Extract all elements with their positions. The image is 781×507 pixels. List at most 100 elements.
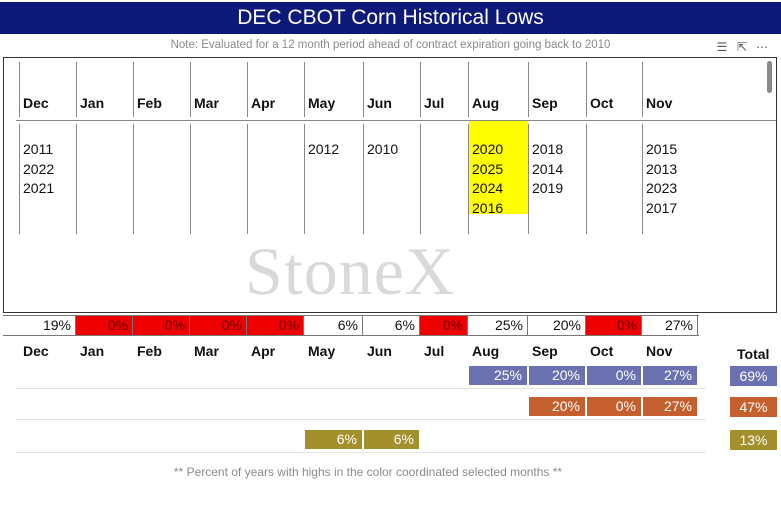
band-value: 27% xyxy=(643,397,697,416)
more-icon[interactable]: ⋯ xyxy=(756,40,768,54)
column-divider xyxy=(586,62,587,117)
band-value: 0% xyxy=(587,366,641,385)
month-header: Jun xyxy=(367,95,392,111)
year-value: 2025 xyxy=(472,160,504,177)
percent-cell: 0% xyxy=(133,316,190,335)
band-value: 0% xyxy=(587,397,641,416)
scrollbar[interactable] xyxy=(767,61,772,93)
filter-icon[interactable]: ☰ xyxy=(716,40,728,54)
year-cell: 2015 2013 2023 2017 xyxy=(643,121,698,216)
column-divider xyxy=(19,62,20,117)
year-value: 2023 xyxy=(646,180,678,196)
year-cell xyxy=(134,121,190,214)
month-header: Oct xyxy=(590,95,614,111)
month-label: Nov xyxy=(646,343,673,359)
year-value: 2019 xyxy=(532,180,564,196)
band-row-line xyxy=(16,388,706,389)
year-cell: 2010 xyxy=(364,121,420,214)
band-value: 6% xyxy=(364,430,419,449)
chart-title: DEC CBOT Corn Historical Lows xyxy=(0,2,781,34)
percent-cell: 27% xyxy=(642,316,698,335)
column-divider xyxy=(363,62,364,117)
year-value: 2016 xyxy=(472,199,504,216)
percent-cell: 0% xyxy=(420,316,468,335)
year-cell: 2011 2022 2021 xyxy=(20,121,76,214)
year-value: 2018 xyxy=(532,141,564,157)
column-divider xyxy=(528,62,529,117)
total-header: Total xyxy=(737,346,770,362)
month-label: Jul xyxy=(424,343,445,359)
column-divider xyxy=(190,124,191,234)
percent-cell: 0% xyxy=(247,316,304,335)
column-divider xyxy=(19,124,20,234)
year-cell: 2020 2025 2024 2016 xyxy=(469,121,528,216)
column-divider xyxy=(363,124,364,234)
column-divider xyxy=(304,62,305,117)
year-value: 2011 xyxy=(23,141,54,157)
month-label: Jun xyxy=(367,343,392,359)
column-divider xyxy=(468,62,469,117)
band-value: 27% xyxy=(643,366,697,385)
footnote: ** Percent of years with highs in the co… xyxy=(173,465,563,479)
year-value: 2010 xyxy=(367,141,399,157)
column-divider xyxy=(133,62,134,117)
year-value: 2022 xyxy=(23,160,55,177)
band-total: 47% xyxy=(730,397,777,417)
percent-row-border xyxy=(3,315,699,336)
year-cell xyxy=(248,121,304,214)
month-header: Nov xyxy=(646,95,673,111)
band-value: 20% xyxy=(529,397,585,416)
year-value: 2024 xyxy=(472,180,504,196)
month-header: Apr xyxy=(251,95,276,111)
year-cell xyxy=(191,121,247,214)
band-total: 13% xyxy=(730,430,777,450)
expand-icon[interactable]: ⇱ xyxy=(736,40,748,54)
percent-cell: 6% xyxy=(363,316,420,335)
band-value: 6% xyxy=(305,430,362,449)
month-header: Jul xyxy=(424,95,445,111)
month-label: Oct xyxy=(590,343,614,359)
month-label: Dec xyxy=(23,343,49,359)
year-value: 2012 xyxy=(308,141,340,157)
column-divider xyxy=(420,62,421,117)
column-divider xyxy=(247,124,248,234)
column-divider xyxy=(247,62,248,117)
stonex-watermark: StoneX xyxy=(245,233,455,309)
column-divider xyxy=(420,124,421,234)
column-divider xyxy=(642,62,643,117)
column-divider xyxy=(586,124,587,234)
band-value: 20% xyxy=(529,366,585,385)
percent-cell: 19% xyxy=(3,316,76,335)
column-divider xyxy=(76,124,77,234)
year-value: 2017 xyxy=(646,199,678,216)
year-value: 2014 xyxy=(532,160,564,177)
year-cell xyxy=(421,121,468,214)
column-divider xyxy=(528,124,529,234)
year-cell: 2018 2014 2019 xyxy=(529,121,586,214)
percent-cell: 0% xyxy=(586,316,642,335)
band-row-line xyxy=(16,452,706,453)
visual-header-icons: ☰ ⇱ ⋯ xyxy=(716,39,778,55)
column-divider xyxy=(133,124,134,234)
month-label: Aug xyxy=(472,343,500,359)
column-divider xyxy=(190,62,191,117)
year-cell xyxy=(587,121,642,214)
month-label: Jan xyxy=(80,343,105,359)
percent-cell: 6% xyxy=(304,316,363,335)
month-header: Feb xyxy=(137,95,162,111)
month-header: Mar xyxy=(194,95,219,111)
month-header: Sep xyxy=(532,95,558,111)
month-label: Apr xyxy=(251,343,276,359)
lows-grid xyxy=(3,57,777,313)
month-header: May xyxy=(308,95,336,111)
year-cell xyxy=(77,121,133,214)
column-divider xyxy=(642,124,643,234)
percent-cell: 0% xyxy=(76,316,133,335)
percent-cell: 20% xyxy=(528,316,586,335)
chart-note: Note: Evaluated for a 12 month period ah… xyxy=(170,39,611,51)
year-cell: 2012 xyxy=(305,121,363,214)
month-header: Aug xyxy=(472,95,500,111)
month-label: Feb xyxy=(137,343,162,359)
month-label: Mar xyxy=(194,343,219,359)
year-value: 2021 xyxy=(23,180,55,196)
